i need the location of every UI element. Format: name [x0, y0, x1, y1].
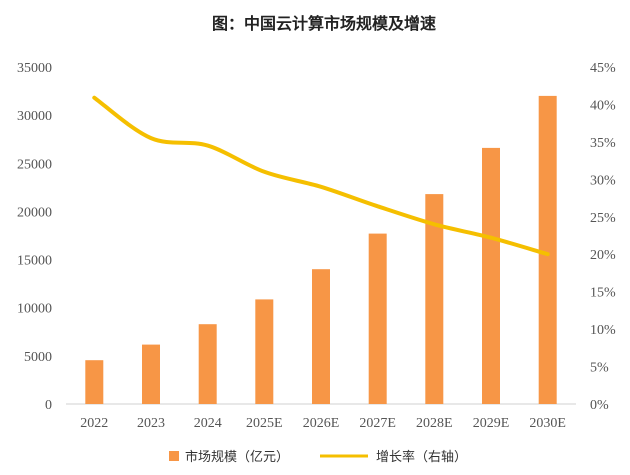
- legend-bar-label: 市场规模（亿元）: [185, 449, 289, 465]
- left-axis-tick: 5000: [24, 350, 52, 365]
- left-axis-tick: 15000: [17, 254, 52, 269]
- x-axis-tick: 2026E: [303, 416, 340, 431]
- bar-2022: [85, 360, 104, 404]
- right-axis-tick: 5%: [590, 361, 609, 376]
- x-axis-tick: 2030E: [529, 416, 566, 431]
- bar-2029E: [482, 147, 500, 404]
- right-axis-tick: 25%: [590, 211, 616, 226]
- bar-2028E: [425, 194, 444, 404]
- left-axis-tick: 30000: [17, 109, 52, 124]
- legend: 市场规模（亿元） 增长率（右轴）: [169, 449, 467, 465]
- right-axis-tick: 40%: [590, 98, 616, 113]
- right-axis-tick: 35%: [590, 136, 616, 151]
- x-axis-ticks: 2022 2023 2024 2025E 2026E 2027E 2028E 2029E 203…: [80, 416, 566, 431]
- growth-rate-line: [92, 95, 550, 257]
- line-layer: [92, 95, 550, 257]
- right-axis-tick: 0%: [590, 398, 609, 413]
- right-axis-tick: 30%: [590, 173, 616, 188]
- legend-bar-swatch: [169, 451, 179, 461]
- bar-2026E: [312, 269, 330, 404]
- x-axis-tick: 2024: [194, 416, 222, 431]
- bar-2024: [198, 324, 217, 404]
- bar-2027E: [368, 233, 387, 404]
- left-axis-ticks: 0 5000 10000 15000 20000 25000 30000 35000: [17, 61, 52, 413]
- right-axis-tick: 15%: [590, 286, 616, 301]
- right-axis-tick: 45%: [590, 61, 616, 76]
- x-axis-tick: 2022: [80, 416, 108, 431]
- x-axis-tick: 2023: [137, 416, 165, 431]
- bar-2023: [142, 344, 160, 404]
- x-axis-tick: 2025E: [246, 416, 283, 431]
- left-axis-tick: 35000: [17, 61, 52, 76]
- right-axis-ticks: 0% 5% 10% 15% 20% 25% 30% 35% 40% 45%: [590, 61, 616, 413]
- left-axis-tick: 20000: [17, 205, 52, 220]
- chart-title: 图：中国云计算市场规模及增速: [212, 14, 436, 33]
- bars-layer: [85, 95, 557, 405]
- right-axis-tick: 20%: [590, 248, 616, 263]
- right-axis-tick: 10%: [590, 323, 616, 338]
- legend-line-label: 增长率（右轴）: [376, 449, 467, 465]
- bar-2030E: [538, 95, 557, 405]
- left-axis-tick: 25000: [17, 157, 52, 172]
- left-axis-tick: 10000: [17, 302, 52, 317]
- bar-2025E: [255, 299, 274, 404]
- x-axis-tick: 2029E: [473, 416, 510, 431]
- x-axis-tick: 2027E: [359, 416, 396, 431]
- x-axis-tick: 2028E: [416, 416, 453, 431]
- left-axis-tick: 0: [45, 398, 52, 413]
